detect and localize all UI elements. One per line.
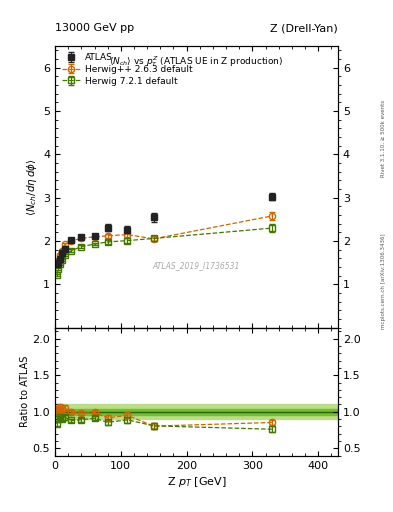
Y-axis label: $\langle N_{ch}/d\eta\, d\phi\rangle$: $\langle N_{ch}/d\eta\, d\phi\rangle$ <box>25 158 39 216</box>
Text: mcplots.cern.ch [arXiv:1306.3436]: mcplots.cern.ch [arXiv:1306.3436] <box>381 234 386 329</box>
Text: Z (Drell-Yan): Z (Drell-Yan) <box>270 23 338 33</box>
Y-axis label: Ratio to ATLAS: Ratio to ATLAS <box>20 356 29 428</box>
X-axis label: Z $p_T$ [GeV]: Z $p_T$ [GeV] <box>167 475 226 489</box>
Text: Rivet 3.1.10, ≥ 500k events: Rivet 3.1.10, ≥ 500k events <box>381 100 386 177</box>
Text: 13000 GeV pp: 13000 GeV pp <box>55 23 134 33</box>
Text: ATLAS_2019_I1736531: ATLAS_2019_I1736531 <box>153 261 240 270</box>
Text: $\langle N_{ch}\rangle$ vs $p_T^Z$ (ATLAS UE in Z production): $\langle N_{ch}\rangle$ vs $p_T^Z$ (ATLA… <box>109 55 284 70</box>
Legend: ATLAS, Herwig++ 2.6.3 default, Herwig 7.2.1 default: ATLAS, Herwig++ 2.6.3 default, Herwig 7.… <box>59 51 195 89</box>
